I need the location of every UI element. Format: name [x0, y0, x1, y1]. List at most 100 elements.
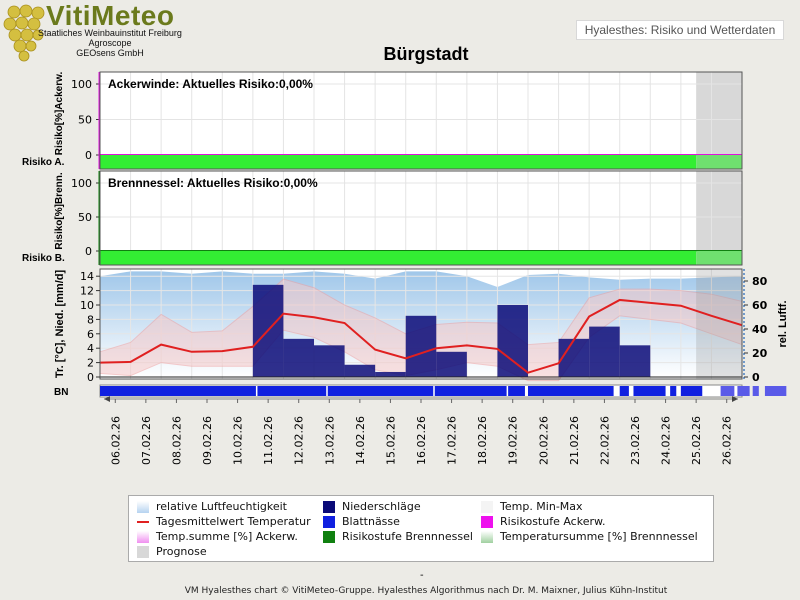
legend-label: Temp. Min-Max: [500, 500, 583, 513]
leaf-wetness-segment: [528, 386, 614, 396]
weather-frame: [99, 268, 743, 380]
precipitation-bar: [344, 364, 376, 377]
x-tick-label: 12.02.26: [293, 416, 306, 465]
ackerwinde-panel-frame: [99, 71, 743, 170]
precipitation-bar: [589, 326, 620, 377]
page-subtitle-box: Hyalesthes: Risiko und Wetterdaten: [576, 20, 784, 40]
legend-label: Blattnässe: [342, 515, 400, 528]
x-tick-label: 09.02.26: [201, 416, 214, 465]
ackerwinde-panel-ytick-label: 50: [78, 114, 92, 127]
legend-label: relative Luftfeuchtigkeit: [156, 500, 287, 513]
x-tick-label: 07.02.26: [140, 416, 153, 465]
leaf-wetness-segment: [720, 386, 735, 396]
weather-y2tick-label: 60: [752, 299, 768, 312]
x-tick-label: 26.02.26: [721, 416, 734, 465]
leaf-wetness-segment: [670, 386, 677, 396]
legend-swatch: [481, 531, 493, 543]
brennnessel-panel-ytick-label: 50: [78, 211, 92, 224]
precipitation-bar: [314, 345, 345, 377]
legend-swatch: [137, 546, 149, 558]
weather-ytick-label: 0: [87, 371, 94, 384]
x-tick-label: 10.02.26: [232, 416, 245, 465]
weather-y2tick-label: 40: [752, 323, 768, 336]
leaf-wetness-segment: [737, 386, 750, 396]
legend-label: Prognose: [156, 545, 207, 558]
brennnessel-panel-ytick-label: 0: [85, 245, 92, 258]
x-tick-label: 14.02.26: [354, 416, 367, 465]
precipitation-bar: [558, 338, 590, 377]
brennnessel-panel-ylabel: Risiko[%]Brenn.: [54, 172, 65, 249]
precipitation-bar: [497, 305, 528, 377]
scroll-right-icon: [732, 396, 738, 402]
leaf-wetness-label: BN: [54, 387, 68, 398]
ackerwinde-panel-plot-area: [100, 72, 742, 169]
brennnessel-panel-stripe-label: Risiko B.: [22, 253, 65, 264]
brennnessel-panel-plot-area: [100, 171, 742, 265]
x-tick-label: 15.02.26: [384, 416, 397, 465]
vitimeteo-logo: VitiMeteo Staatliches Weinbauinstitut Fr…: [0, 0, 200, 70]
leaf-wetness-segment: [100, 386, 256, 396]
station-title: Bürgstadt: [383, 44, 469, 64]
weather-forecast-band: [696, 269, 742, 379]
legend-swatch: [481, 516, 493, 528]
weather-ytick-label: 12: [80, 285, 94, 298]
weather-ytick-label: 2: [87, 357, 94, 370]
ackerwinde-panel-ytick-label: 0: [85, 149, 92, 162]
logo-title: VitiMeteo: [46, 0, 175, 31]
legend-swatch: [137, 501, 149, 513]
footer-dash: -: [420, 570, 424, 581]
weather-ytick-label: 6: [87, 328, 94, 341]
weather-y2label: rel. Luftf.: [777, 300, 789, 347]
weather-y2tick-label: 80: [752, 275, 768, 288]
ackerwinde-panel-stripe-label: Risiko A.: [22, 157, 65, 168]
x-tick-label: 13.02.26: [323, 416, 336, 465]
brennnessel-panel-forecast-band: [696, 171, 742, 251]
legend-label: Risikostufe Ackerw.: [500, 515, 606, 528]
ackerwinde-panel-ylabel: Risiko[%]Ackerw.: [54, 72, 65, 156]
ackerwinde-panel-risk-stripe: [100, 155, 697, 169]
temp-mean-line: [99, 298, 743, 374]
legend-label: Risikostufe Brennnessel: [342, 530, 473, 543]
leaf-wetness-segment: [619, 386, 629, 396]
weather-y2tick-label: 20: [752, 347, 768, 360]
leaf-wetness-segment: [752, 386, 759, 396]
x-tick-label: 06.02.26: [109, 416, 122, 465]
weather-ytick-label: 10: [80, 299, 94, 312]
weather-ylabel: Tr. [°C], Nied. [mm/d]: [54, 270, 66, 379]
leaf-wetness-segment: [434, 386, 507, 396]
logo-subtitle: Staatliches Weinbauinstitut Freiburg Agr…: [22, 28, 198, 58]
x-tick-label: 17.02.26: [446, 416, 459, 465]
x-tick-label: 21.02.26: [568, 416, 581, 465]
x-tick-label: 22.02.26: [598, 416, 611, 465]
x-tick-label: 08.02.26: [170, 416, 183, 465]
legend-label: Niederschläge: [342, 500, 421, 513]
brennnessel-panel-title: Brennnessel: Aktuelles Risiko:0,00%: [108, 176, 318, 190]
weather-ytick-label: 8: [87, 313, 94, 326]
x-tick-label: 24.02.26: [660, 416, 673, 465]
legend-swatch: [481, 501, 493, 513]
legend-label: Temperatursumme [%] Brennnessel: [500, 530, 698, 543]
weather-ytick-label: 14: [80, 270, 94, 283]
leaf-wetness-segment: [633, 386, 666, 396]
precipitation-bar: [283, 338, 314, 377]
footer-credit: VM Hyalesthes chart © VitiMeteo-Gruppe. …: [184, 586, 668, 596]
precipitation-bar: [405, 315, 437, 377]
chart-legend: relative Luftfeuchtigkeit Niederschläge …: [128, 495, 714, 562]
legend-swatch: [323, 501, 335, 513]
legend-label: Temp.summe [%] Ackerw.: [156, 530, 298, 543]
legend-swatch: [323, 531, 335, 543]
brennnessel-panel-risk-stripe: [100, 251, 697, 265]
weather-y2tick-label: 0: [752, 371, 760, 384]
leaf-wetness-segment: [508, 386, 525, 396]
leaf-wetness-segment: [680, 386, 703, 396]
grape-icon: [3, 4, 45, 62]
x-tick-label: 25.02.26: [690, 416, 703, 465]
scroll-left-icon: [104, 396, 110, 402]
logo-line-1: Staatliches Weinbauinstitut Freiburg: [38, 28, 182, 38]
brennnessel-panel-risk-stripe-forecast: [696, 251, 742, 265]
precipitation-bar: [436, 351, 467, 377]
ackerwinde-panel-title: Ackerwinde: Aktuelles Risiko:0,00%: [108, 77, 313, 91]
legend-label: Tagesmittelwert Temperatur: [156, 515, 311, 528]
x-tick-label: 23.02.26: [629, 416, 642, 465]
